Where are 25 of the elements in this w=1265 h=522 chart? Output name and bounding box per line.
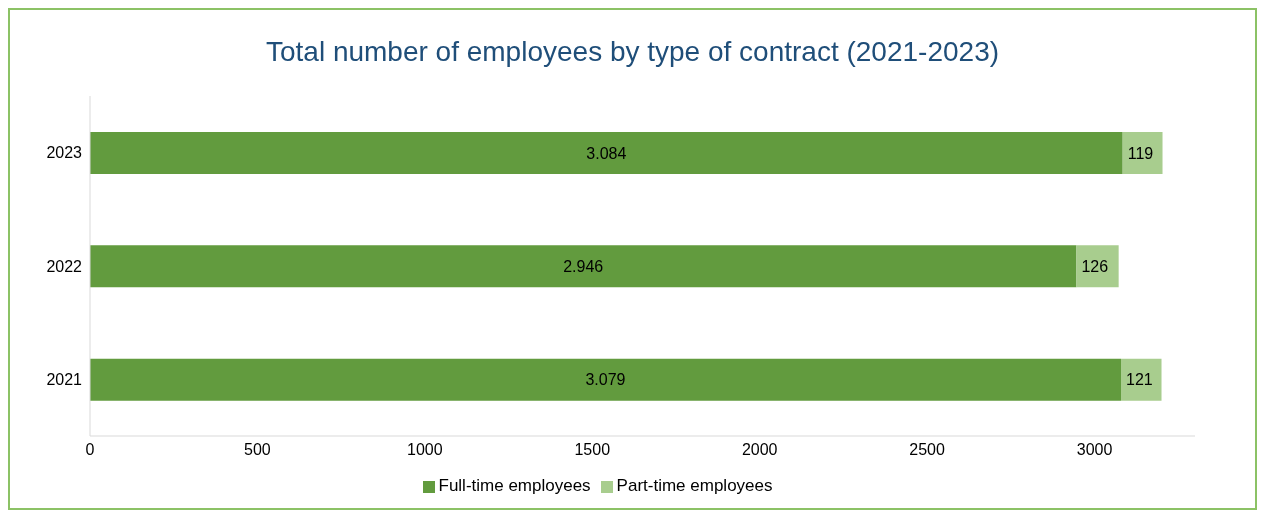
x-tick-label: 3000 — [1076, 441, 1113, 459]
y-tick-label: 2023 — [46, 144, 83, 162]
bar — [90, 132, 1123, 174]
data-label: 119 — [1127, 144, 1154, 162]
legend-label: Part-time employees — [616, 476, 773, 495]
legend-label: Full-time employees — [438, 476, 591, 495]
x-tick-label: 2000 — [741, 441, 778, 459]
bar — [1121, 358, 1162, 401]
data-label: 3.079 — [585, 371, 626, 389]
bar — [90, 358, 1121, 401]
data-label: 3.084 — [586, 144, 627, 162]
chart-title: Total number of employees by type of contract (2021-2023) — [264, 36, 1001, 69]
data-label: 2.946 — [563, 258, 604, 276]
data-label: 126 — [1081, 258, 1109, 276]
y-tick-label: 2022 — [46, 257, 83, 275]
x-tick-label: 500 — [244, 441, 271, 459]
x-tick-label: 1500 — [574, 441, 611, 459]
bar — [1122, 132, 1163, 174]
x-tick-label: 2500 — [909, 441, 946, 459]
x-tick-label: 1000 — [407, 441, 443, 459]
data-label: 121 — [1126, 371, 1153, 389]
bar — [90, 245, 1077, 288]
y-tick-label: 2021 — [46, 371, 83, 389]
x-tick-label: 0 — [85, 441, 95, 459]
bar — [1076, 245, 1119, 288]
